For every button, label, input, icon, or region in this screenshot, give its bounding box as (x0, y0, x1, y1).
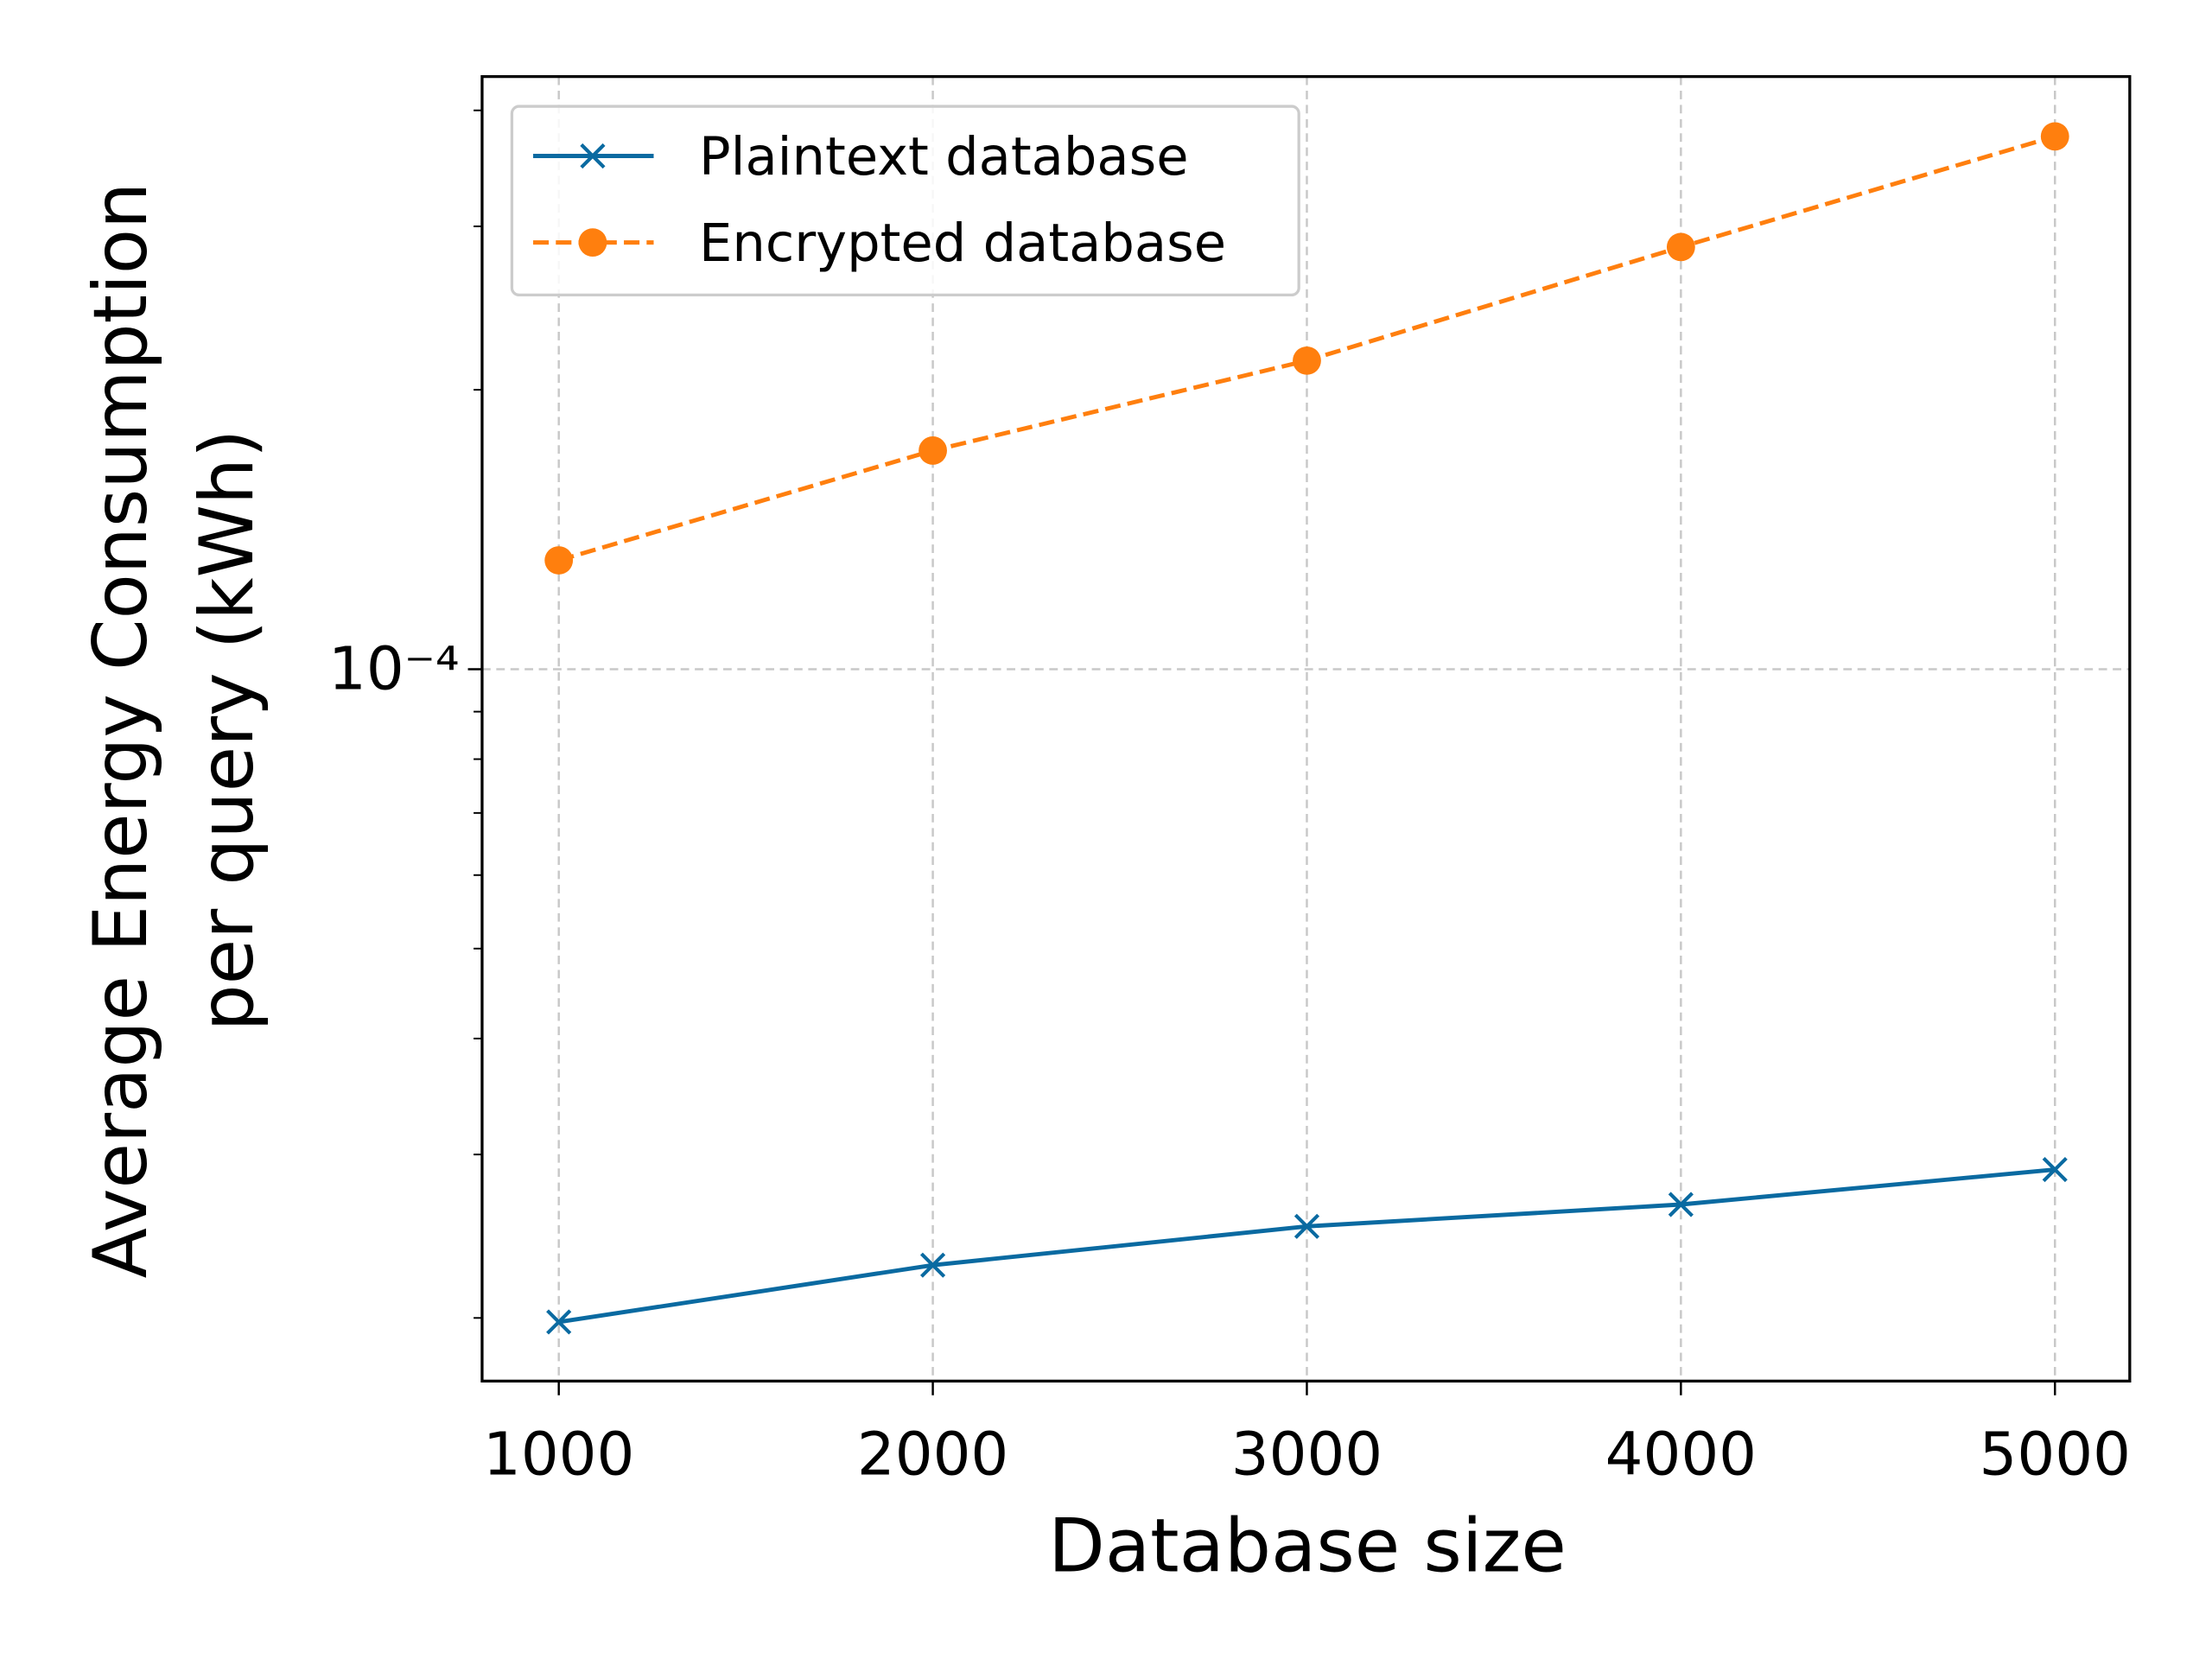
marker (2042, 1156, 2068, 1183)
legend-marker (580, 143, 606, 169)
legend-marker (578, 228, 607, 257)
x-tick-label: 1000 (483, 1421, 634, 1490)
y-tick-label: 10⁻⁴ (328, 634, 460, 703)
legend-label: Encrypted database (699, 213, 1226, 274)
marker (544, 546, 574, 575)
marker (918, 436, 947, 465)
plot-frame (480, 74, 2132, 1382)
x-tick-label: 5000 (1980, 1421, 2131, 1490)
legend-label: Plaintext database (699, 127, 1189, 188)
y-axis-label: Average Energy Consumption (79, 182, 164, 1279)
x-tick-label: 2000 (857, 1421, 1008, 1490)
marker (1668, 1192, 1694, 1217)
marker (546, 1309, 572, 1335)
marker (2040, 122, 2069, 151)
marker (1666, 232, 1695, 262)
x-tick-label: 3000 (1231, 1421, 1382, 1490)
x-tick-label: 4000 (1605, 1421, 1757, 1490)
y-axis-label: per query (kWh) (185, 429, 270, 1032)
marker (1293, 346, 1321, 375)
legend-box (510, 105, 1300, 296)
x-axis-label: Database size (1048, 1503, 1567, 1589)
marker (1294, 1213, 1320, 1239)
marker (919, 1252, 946, 1278)
